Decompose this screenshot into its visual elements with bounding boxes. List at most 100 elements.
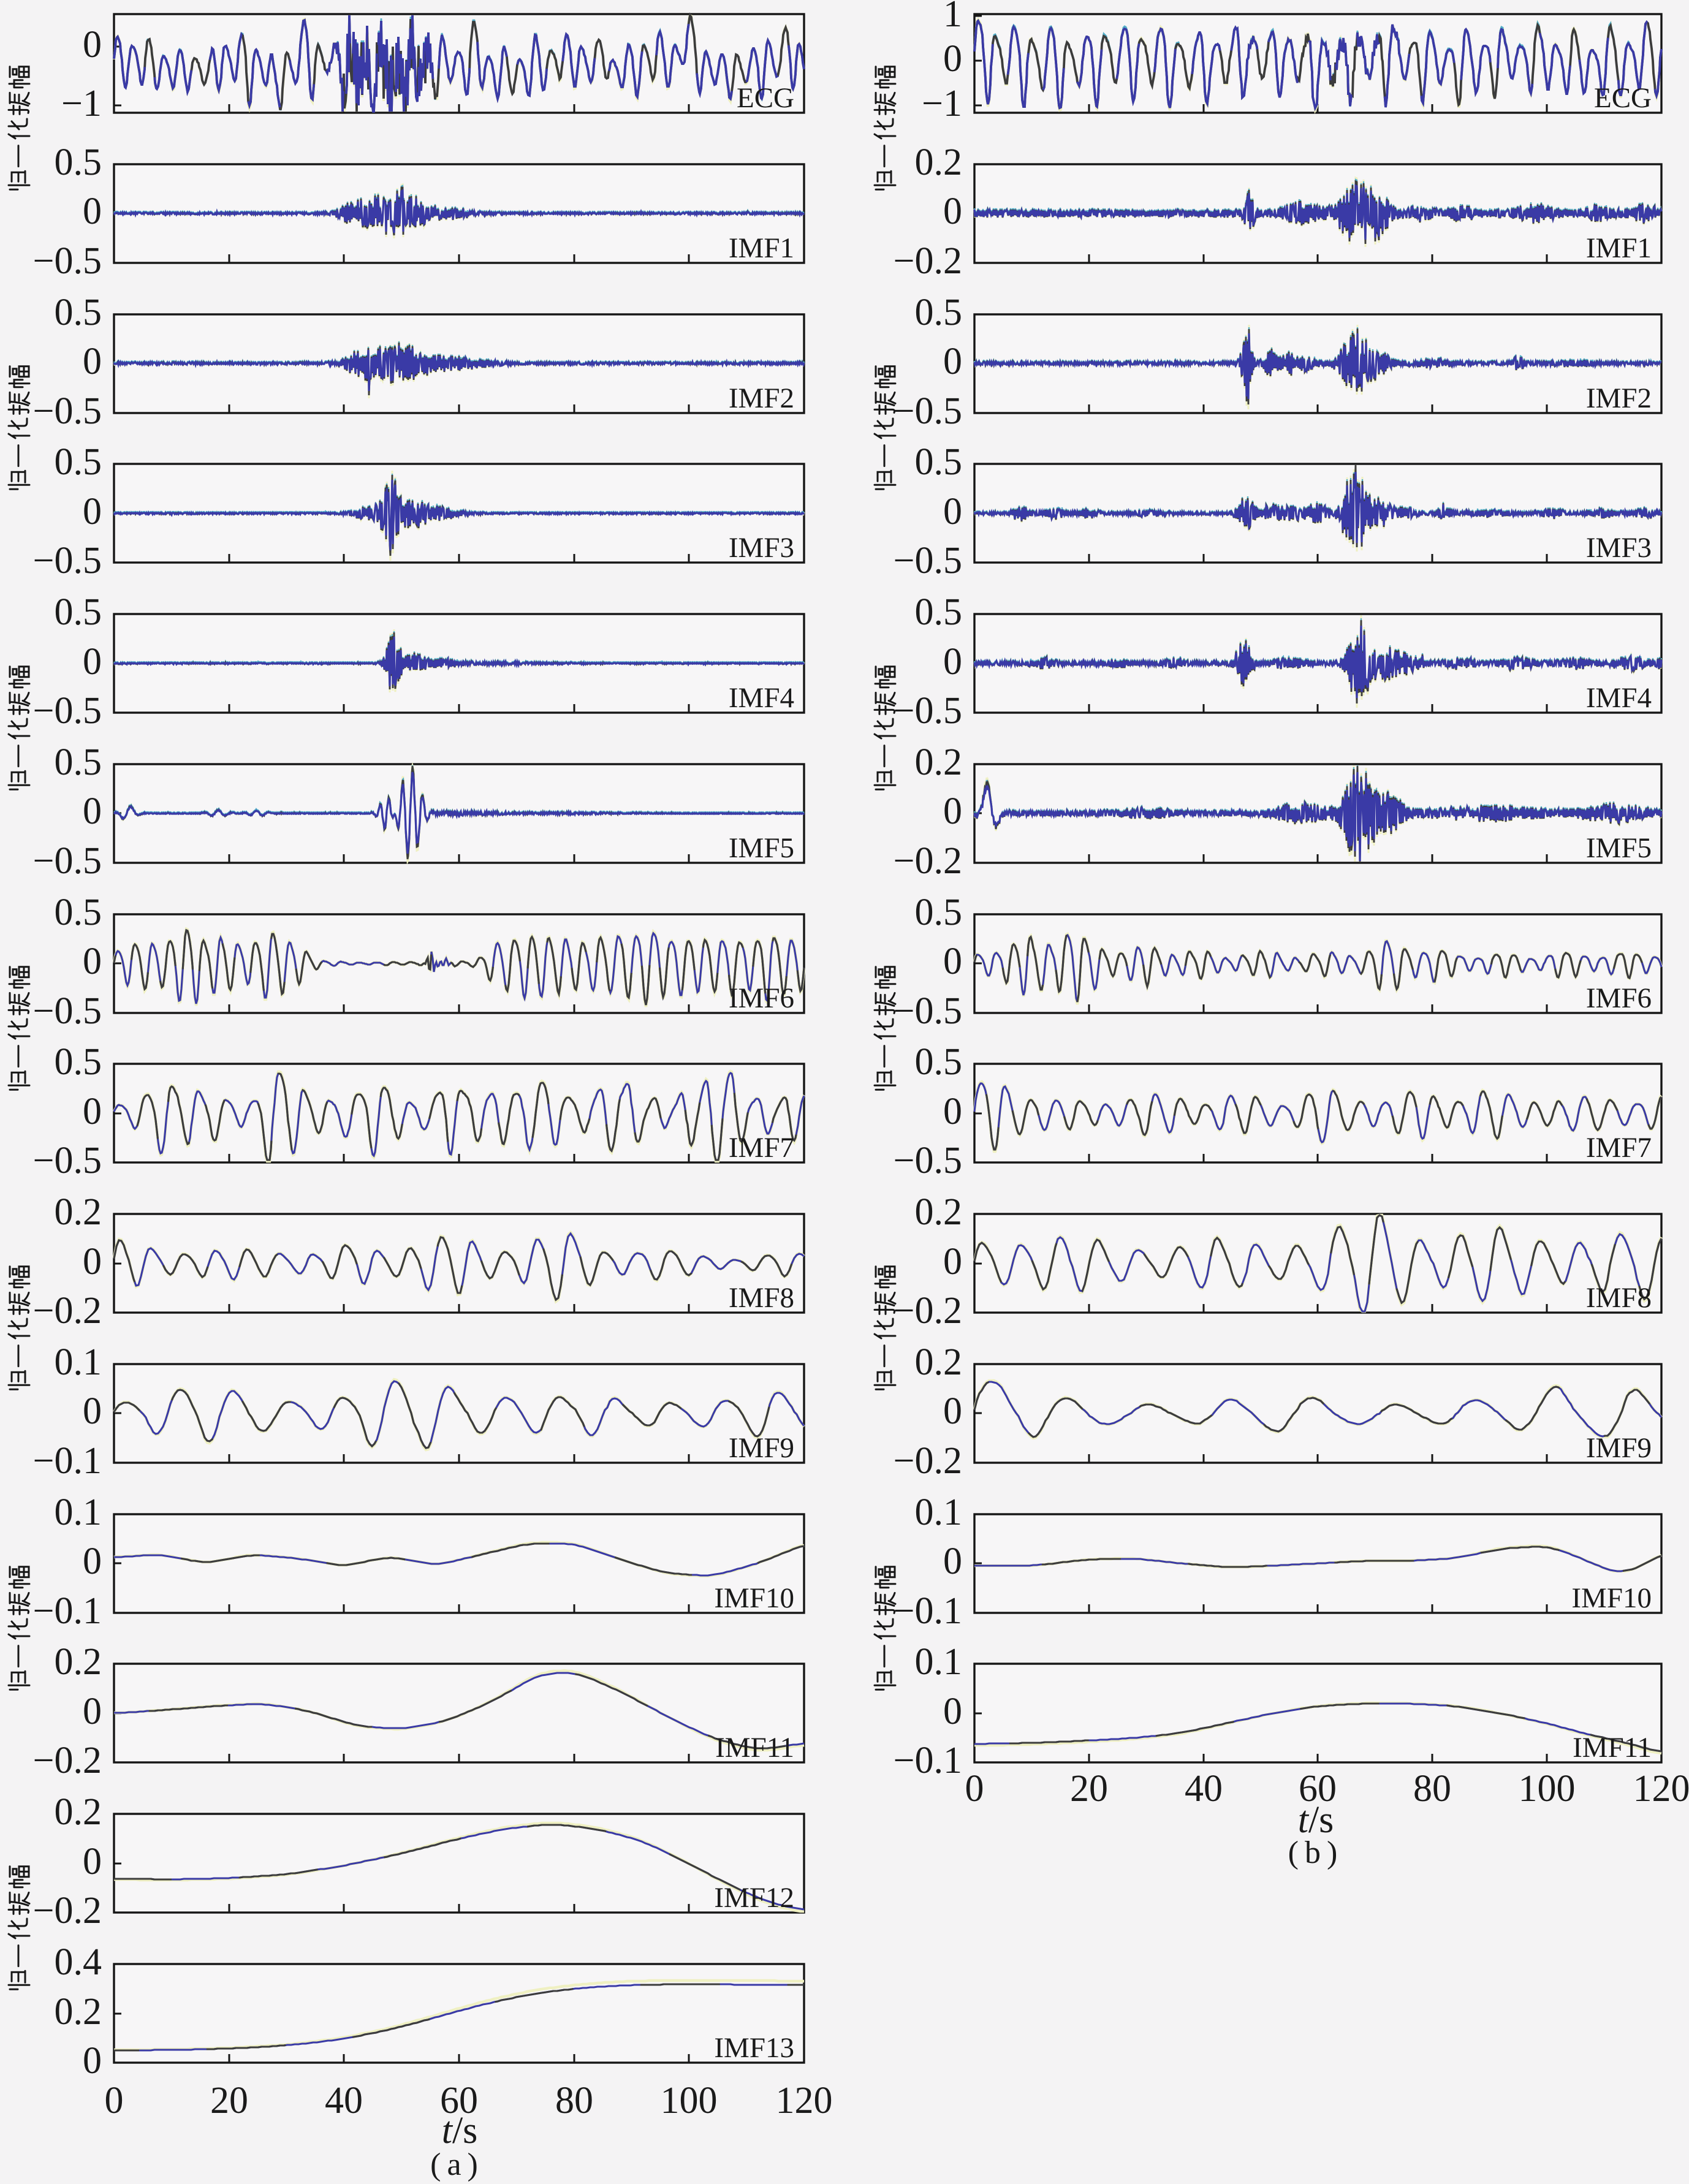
svg-text:IMF3: IMF3 <box>729 532 794 564</box>
svg-text:t/s: t/s <box>442 2110 478 2152</box>
svg-text:0.1: 0.1 <box>55 1341 102 1383</box>
svg-text:0: 0 <box>943 641 962 683</box>
svg-text:IMF11: IMF11 <box>715 1732 794 1764</box>
svg-text:IMF5: IMF5 <box>729 832 794 864</box>
svg-text:IMF9: IMF9 <box>729 1432 794 1464</box>
svg-text:60: 60 <box>1299 1768 1337 1810</box>
svg-text:0: 0 <box>943 1241 962 1283</box>
svg-text:0.5: 0.5 <box>915 591 963 633</box>
svg-text:0: 0 <box>83 1841 102 1883</box>
svg-text:0.2: 0.2 <box>55 1641 102 1683</box>
svg-text:IMF1: IMF1 <box>1586 232 1652 264</box>
svg-text:0: 0 <box>83 24 102 66</box>
svg-text:0: 0 <box>83 1241 102 1283</box>
svg-text:IMF7: IMF7 <box>729 1132 794 1164</box>
svg-text:0.1: 0.1 <box>915 1641 963 1683</box>
svg-text:IMF13: IMF13 <box>714 2032 794 2064</box>
svg-text:IMF4: IMF4 <box>729 682 794 714</box>
svg-text:IMF11: IMF11 <box>1573 1732 1652 1764</box>
svg-text:0: 0 <box>943 1691 962 1732</box>
svg-text:−0.2: −0.2 <box>33 1290 102 1332</box>
svg-text:0.2: 0.2 <box>915 142 963 183</box>
svg-text:−0.5: −0.5 <box>33 390 102 432</box>
svg-text:0.2: 0.2 <box>915 741 963 783</box>
svg-text:80: 80 <box>555 2080 593 2121</box>
svg-text:−1: −1 <box>61 83 102 124</box>
svg-text:80: 80 <box>1413 1768 1451 1810</box>
svg-text:0.5: 0.5 <box>55 741 102 783</box>
svg-text:IMF7: IMF7 <box>1586 1132 1652 1164</box>
svg-text:0: 0 <box>105 2080 124 2121</box>
svg-text:100: 100 <box>1519 1768 1576 1810</box>
svg-text:−0.2: −0.2 <box>894 1440 962 1482</box>
svg-text:−0.5: −0.5 <box>894 990 962 1032</box>
svg-text:IMF5: IMF5 <box>1586 832 1652 864</box>
svg-text:1: 1 <box>943 0 962 35</box>
svg-text:0: 0 <box>83 191 102 232</box>
svg-text:−0.5: −0.5 <box>894 1140 962 1181</box>
svg-text:IMF8: IMF8 <box>729 1282 794 1314</box>
svg-text:−0.5: −0.5 <box>33 540 102 582</box>
svg-text:−0.1: −0.1 <box>894 1740 962 1781</box>
svg-text:0.5: 0.5 <box>55 292 102 333</box>
svg-text:0: 0 <box>943 1091 962 1132</box>
svg-text:(b): (b) <box>1288 1835 1344 1870</box>
svg-text:60: 60 <box>440 2080 478 2121</box>
svg-text:−0.2: −0.2 <box>33 1740 102 1781</box>
svg-text:IMF6: IMF6 <box>1586 982 1652 1014</box>
svg-text:0.5: 0.5 <box>55 1041 102 1083</box>
svg-text:IMF2: IMF2 <box>729 382 794 414</box>
svg-text:0.5: 0.5 <box>915 441 963 483</box>
svg-text:0.5: 0.5 <box>55 142 102 183</box>
svg-text:IMF1: IMF1 <box>729 232 794 264</box>
svg-text:0.4: 0.4 <box>55 1941 102 1983</box>
svg-text:−0.2: −0.2 <box>894 240 962 282</box>
svg-text:0: 0 <box>943 1390 962 1432</box>
svg-text:ECG: ECG <box>737 82 794 114</box>
svg-text:0.5: 0.5 <box>915 892 963 933</box>
svg-text:−0.1: −0.1 <box>33 1440 102 1482</box>
svg-text:0.1: 0.1 <box>55 1492 102 1533</box>
svg-text:−0.5: −0.5 <box>894 390 962 432</box>
svg-text:IMF3: IMF3 <box>1586 532 1652 564</box>
svg-text:0.5: 0.5 <box>55 441 102 483</box>
svg-text:−0.2: −0.2 <box>33 1890 102 1932</box>
svg-text:0: 0 <box>943 941 962 982</box>
svg-text:40: 40 <box>1185 1768 1223 1810</box>
svg-text:IMF6: IMF6 <box>729 982 794 1014</box>
svg-text:0: 0 <box>83 2040 102 2082</box>
svg-text:0: 0 <box>83 1390 102 1432</box>
svg-text:−1: −1 <box>922 83 962 124</box>
svg-text:IMF4: IMF4 <box>1586 682 1652 714</box>
svg-text:0: 0 <box>83 791 102 832</box>
svg-text:0: 0 <box>943 791 962 832</box>
svg-text:0: 0 <box>83 491 102 533</box>
svg-text:−0.2: −0.2 <box>894 840 962 882</box>
svg-text:−0.1: −0.1 <box>33 1590 102 1632</box>
svg-text:ECG: ECG <box>1594 82 1652 114</box>
svg-text:(a): (a) <box>430 2147 484 2182</box>
svg-text:20: 20 <box>1070 1768 1108 1810</box>
svg-text:IMF9: IMF9 <box>1586 1432 1652 1464</box>
svg-text:IMF12: IMF12 <box>714 1882 794 1914</box>
svg-text:100: 100 <box>661 2080 718 2121</box>
svg-text:t/s: t/s <box>1298 1799 1334 1841</box>
svg-text:40: 40 <box>325 2080 363 2121</box>
svg-text:0.2: 0.2 <box>915 1341 963 1383</box>
svg-text:0.1: 0.1 <box>915 1492 963 1533</box>
svg-text:20: 20 <box>210 2080 248 2121</box>
svg-text:0.5: 0.5 <box>55 591 102 633</box>
svg-text:0: 0 <box>943 38 962 80</box>
svg-text:0: 0 <box>83 941 102 982</box>
svg-text:0.2: 0.2 <box>55 1791 102 1833</box>
svg-text:−0.5: −0.5 <box>33 840 102 882</box>
svg-text:0: 0 <box>943 1541 962 1582</box>
svg-text:120: 120 <box>1633 1768 1689 1810</box>
svg-text:−0.5: −0.5 <box>894 540 962 582</box>
svg-text:−0.5: −0.5 <box>33 1140 102 1181</box>
svg-text:0: 0 <box>83 1541 102 1582</box>
svg-text:IMF10: IMF10 <box>714 1582 794 1614</box>
svg-text:−0.1: −0.1 <box>894 1590 962 1632</box>
svg-text:120: 120 <box>776 2080 833 2121</box>
svg-text:0.5: 0.5 <box>915 292 963 333</box>
